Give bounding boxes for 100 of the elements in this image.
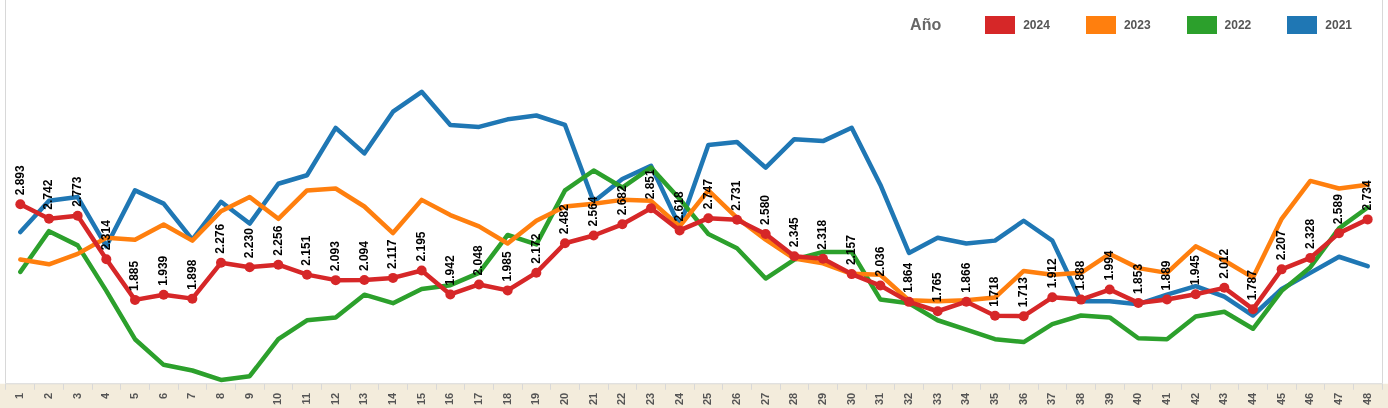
data-label: 2.151: [299, 235, 314, 266]
x-tick-label: 35: [988, 392, 1001, 406]
point: [273, 259, 284, 270]
data-label: 2.012: [1216, 248, 1231, 279]
point: [502, 285, 513, 296]
x-tick-label: 17: [472, 392, 485, 406]
data-label: 2.345: [786, 216, 801, 248]
data-label: 2.580: [757, 194, 772, 225]
x-tick-label: 34: [959, 391, 972, 406]
x-tick-label: 31: [873, 392, 886, 406]
x-tick-label: 43: [1217, 392, 1230, 406]
x-tick-label: 16: [443, 392, 456, 406]
x-tick-label: 48: [1360, 392, 1373, 406]
data-label: 1.889: [1159, 260, 1174, 291]
data-label: 2.773: [69, 176, 84, 207]
data-label: 1.888: [1073, 260, 1088, 291]
data-label: 2.207: [1273, 230, 1288, 261]
x-tick-label: 42: [1188, 392, 1201, 406]
point: [560, 238, 570, 249]
x-tick-label: 4: [99, 391, 112, 399]
x-tick-label: 40: [1131, 392, 1144, 406]
data-label: 2.618: [671, 191, 686, 222]
point: [1162, 294, 1172, 305]
x-tick-label: 10: [271, 392, 284, 406]
x-tick-label: 20: [558, 392, 571, 406]
x-tick-label: 47: [1332, 392, 1345, 406]
data-label: 2.094: [356, 240, 371, 272]
point: [531, 267, 542, 278]
point: [1190, 289, 1201, 300]
point: [1219, 282, 1230, 293]
data-label: 1.787: [1245, 269, 1260, 301]
point: [1362, 214, 1373, 225]
data-label: 2.036: [872, 246, 887, 277]
x-tick-label: 2: [42, 392, 55, 399]
data-label: 2.230: [241, 227, 256, 259]
point: [330, 275, 341, 286]
legend-label: 2023: [1123, 18, 1151, 32]
data-label: 1.912: [1044, 257, 1059, 289]
x-tick-label: 23: [644, 392, 657, 406]
x-tick-label: 3: [70, 392, 83, 399]
point: [904, 296, 914, 307]
point: [846, 269, 857, 280]
point: [187, 293, 198, 304]
x-tick-label: 5: [128, 392, 141, 399]
data-label: 1.765: [929, 271, 944, 303]
point: [617, 219, 628, 230]
point: [474, 279, 484, 290]
x-tick-label: 7: [185, 392, 198, 399]
x-tick-label: 44: [1246, 391, 1259, 406]
x-tick-label: 46: [1303, 392, 1316, 406]
x-tick-label: 27: [758, 392, 771, 406]
data-label: 2.256: [270, 225, 285, 256]
data-label: 2.157: [843, 234, 858, 266]
data-label: 1.718: [987, 276, 1002, 307]
x-tick-label: 19: [529, 392, 542, 406]
legend-label: 2021: [1325, 18, 1352, 32]
x-tick-label: 39: [1102, 392, 1115, 406]
data-label: 2.747: [700, 178, 715, 210]
data-label: 2.731: [729, 180, 744, 211]
point: [875, 280, 886, 291]
data-label: 2.318: [815, 219, 830, 250]
data-label: 2.172: [528, 233, 543, 264]
point: [760, 229, 771, 239]
point: [818, 253, 828, 264]
x-tick-label: 13: [357, 392, 370, 406]
point: [1276, 264, 1287, 275]
point: [359, 275, 370, 286]
data-label: 1.994: [1101, 250, 1116, 281]
data-label: 2.589: [1331, 193, 1346, 225]
x-tick-label: 15: [414, 392, 427, 406]
point: [990, 310, 1000, 321]
x-tick-label: 32: [902, 392, 915, 406]
data-label: 1.945: [1187, 254, 1202, 286]
x-tick-label: 12: [328, 392, 341, 406]
point: [646, 203, 656, 214]
point: [789, 251, 800, 262]
point: [445, 289, 456, 300]
data-label: 2.328: [1302, 218, 1317, 249]
point: [588, 230, 599, 241]
point: [1133, 297, 1144, 308]
x-tick-label: 1: [13, 392, 26, 399]
point: [388, 272, 398, 283]
point: [130, 294, 140, 305]
point: [1104, 284, 1115, 295]
data-label: 2.893: [12, 164, 27, 196]
data-label: 1.985: [499, 251, 514, 282]
data-label: 1.942: [442, 255, 457, 286]
point: [1334, 228, 1344, 239]
x-tick-label: 30: [844, 392, 857, 406]
data-label: 1.853: [1130, 263, 1145, 294]
point: [1018, 311, 1029, 322]
x-tick-label: 18: [500, 392, 513, 406]
data-label: 2.851: [643, 168, 658, 200]
x-tick-label: 22: [615, 392, 628, 406]
x-tick-label: 21: [586, 392, 599, 406]
point: [1076, 294, 1086, 305]
point: [416, 265, 427, 276]
x-tick-label: 25: [701, 392, 714, 406]
point: [932, 306, 943, 317]
data-label: 2.276: [213, 223, 228, 254]
